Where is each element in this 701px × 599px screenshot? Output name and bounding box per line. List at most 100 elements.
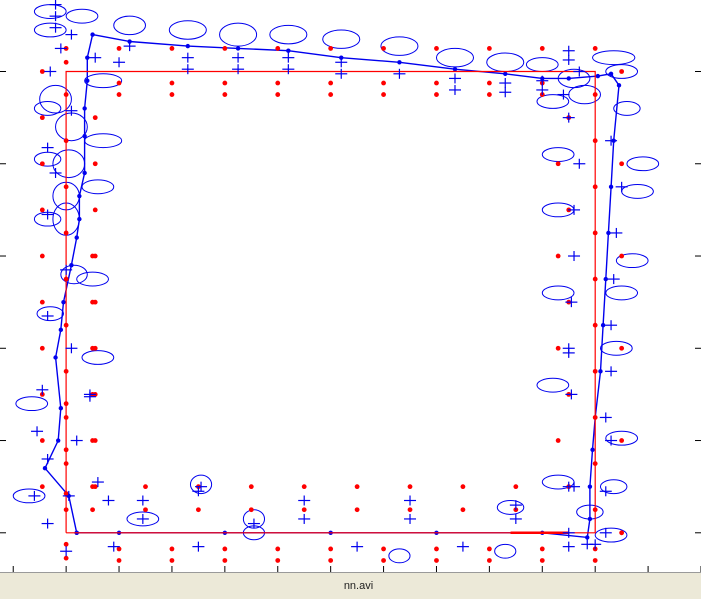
measurement-cross	[65, 29, 78, 40]
uncertainty-ellipse	[65, 8, 99, 24]
uncertainty-ellipse	[76, 271, 109, 287]
measurement-cross	[448, 84, 461, 95]
reference-point	[592, 92, 598, 97]
uncertainty-ellipse	[168, 20, 207, 40]
reference-point	[328, 546, 334, 552]
measurement-cross	[557, 89, 570, 100]
measurement-cross	[107, 541, 120, 552]
measurement-cross	[192, 541, 205, 552]
reference-point	[143, 507, 148, 513]
reference-point	[381, 46, 386, 51]
reference-point	[222, 558, 228, 563]
measurement-cross	[562, 541, 575, 552]
reference-point	[486, 80, 492, 86]
reference-point	[381, 546, 386, 552]
measurement-cross	[499, 78, 512, 89]
reference-point	[63, 401, 69, 407]
measurement-cross	[102, 495, 115, 506]
reference-point	[592, 558, 598, 563]
reference-point	[301, 484, 307, 490]
uncertainty-ellipse	[494, 543, 517, 559]
reference-point	[63, 322, 69, 328]
reference-point	[63, 447, 69, 453]
reference-point	[592, 322, 598, 328]
estimated-pose-point	[595, 73, 601, 79]
status-bar: nn.avi	[0, 572, 701, 599]
estimated-pose-point	[235, 46, 241, 51]
estimated-pose-point	[608, 184, 614, 190]
estimated-pose-point	[90, 32, 95, 37]
reference-point	[619, 161, 625, 167]
reference-trajectory	[65, 70, 596, 535]
measurement-cross	[282, 64, 295, 75]
estimated-pose-point	[587, 484, 593, 489]
reference-point	[92, 161, 98, 167]
measurement-cross	[562, 347, 575, 358]
estimated-pose-point	[286, 48, 291, 53]
reference-point	[63, 276, 69, 282]
reference-point	[381, 558, 386, 563]
estimated-pose-point	[74, 235, 79, 240]
reference-point	[275, 546, 281, 552]
reference-point	[486, 546, 492, 552]
measurement-cross	[232, 64, 245, 75]
measurement-cross	[49, 0, 62, 10]
reference-path-line	[65, 70, 596, 534]
reference-point	[539, 558, 545, 563]
uncertainty-ellipse	[60, 264, 88, 285]
measurement-cross	[562, 112, 575, 123]
measurement-cross	[247, 518, 260, 529]
reference-point	[63, 368, 69, 374]
measurement-cross	[335, 57, 348, 68]
measurement-cross	[568, 204, 581, 215]
reference-point	[92, 207, 98, 213]
reference-point	[92, 115, 98, 121]
reference-point	[63, 491, 69, 496]
measurement-cross	[232, 52, 245, 63]
reference-point	[434, 80, 439, 86]
uncertainty-ellipse	[605, 285, 639, 301]
reference-point	[63, 415, 69, 420]
measurement-cross	[448, 73, 461, 84]
uncertainty-ellipse	[541, 285, 575, 301]
uncertainty-ellipse	[12, 488, 46, 504]
reference-point	[222, 80, 228, 86]
measurement-cross	[62, 490, 75, 501]
measurement-cross	[70, 435, 83, 446]
reference-point	[63, 461, 69, 466]
measurement-cross	[36, 384, 49, 395]
reference-point	[169, 92, 175, 97]
uncertainty-ellipse	[536, 94, 570, 109]
estimated-pose-point	[598, 369, 603, 374]
reference-point	[381, 92, 386, 97]
uncertainty-ellipse	[36, 306, 64, 322]
reference-point	[407, 507, 413, 513]
reference-point	[328, 558, 334, 563]
reference-point	[592, 415, 598, 420]
plot-background	[0, 0, 701, 572]
measurement-cross	[599, 412, 612, 423]
estimated-pose-point	[58, 327, 64, 333]
reference-point	[619, 345, 625, 351]
measurement-cross	[49, 22, 62, 33]
measurement-cross	[83, 391, 96, 402]
reference-point	[222, 546, 228, 552]
reference-point	[592, 138, 598, 144]
measurement-cross	[31, 426, 44, 437]
measurement-cross	[456, 541, 469, 552]
measurement-cross	[605, 320, 618, 331]
measurement-cross	[562, 45, 575, 56]
reference-point	[434, 558, 439, 563]
reference-point	[248, 507, 254, 513]
measurement-cross	[136, 513, 149, 524]
reference-point	[116, 546, 122, 552]
reference-point	[63, 230, 69, 236]
reference-point	[460, 484, 466, 490]
measurement-cross	[298, 513, 311, 524]
reference-point	[555, 438, 561, 443]
reference-point	[592, 46, 598, 51]
reference-point	[116, 80, 122, 86]
reference-point	[619, 438, 625, 443]
reference-point	[555, 345, 561, 351]
uncertainty-ellipse	[435, 47, 475, 68]
